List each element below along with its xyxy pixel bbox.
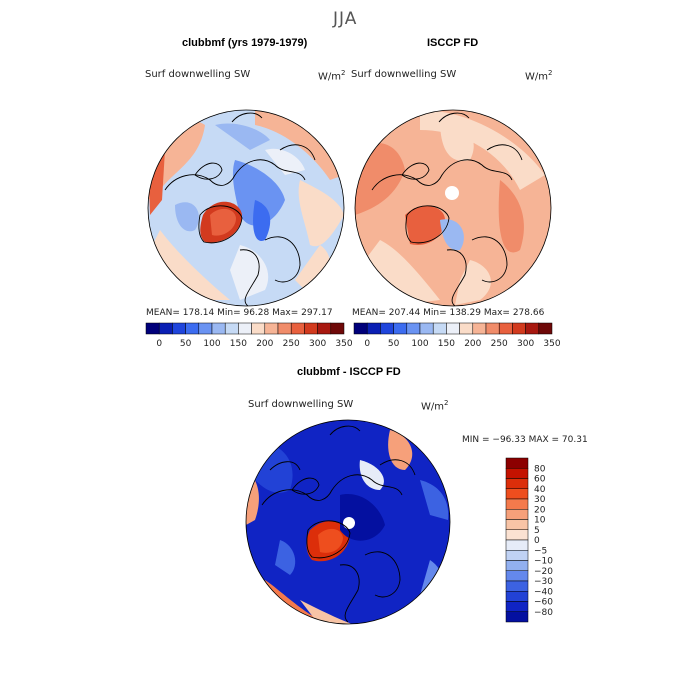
diff-units-label: W/m2 xyxy=(421,399,449,413)
colorbar-swatch xyxy=(505,488,529,500)
left-panel-title: clubbmf (yrs 1979-1979) xyxy=(182,37,308,49)
colorbar-swatch xyxy=(459,322,474,335)
colorbar-tick-label: −10 xyxy=(534,557,553,567)
colorbar-swatch xyxy=(238,322,252,335)
colorbar-swatch xyxy=(264,322,279,335)
right-stats: MEAN= 207.44 Min= 138.29 Max= 278.66 xyxy=(352,308,545,318)
right-units-label: W/m2 xyxy=(525,69,553,83)
diff-panel-title: clubbmf - ISCCP FD xyxy=(297,366,401,378)
colorbar-tick-label: −30 xyxy=(534,577,553,587)
left-variable-label: Surf downwelling SW xyxy=(145,69,251,80)
colorbar-swatch xyxy=(380,322,394,335)
left-coastlines xyxy=(164,112,316,306)
colorbar-tick-label: 250 xyxy=(283,339,300,349)
colorbar-swatch xyxy=(505,591,529,602)
colorbar-swatch xyxy=(505,550,529,561)
colorbar-swatch xyxy=(211,322,226,335)
colorbar-swatch xyxy=(485,322,500,335)
colorbar-swatch xyxy=(145,322,160,335)
colorbar-swatch xyxy=(317,322,332,335)
colorbar-swatch xyxy=(304,322,318,335)
diff-variable-label: Surf downwelling SW xyxy=(248,399,354,410)
colorbar-swatch xyxy=(393,322,408,335)
colorbar-swatch xyxy=(512,322,526,335)
diff-coastlines xyxy=(261,425,416,623)
left-colorbar: 0 50 100 150 200 250 300 350 xyxy=(145,322,353,349)
colorbar-tick-label: 20 xyxy=(534,505,546,515)
colorbar-swatch xyxy=(158,322,173,335)
colorbar-swatch xyxy=(505,457,529,469)
right-panel-title: ISCCP FD xyxy=(427,37,479,49)
colorbar-swatch xyxy=(472,322,487,335)
colorbar-swatch xyxy=(353,322,368,335)
colorbar-tick-label: 250 xyxy=(491,339,508,349)
colorbar-swatch xyxy=(330,322,345,335)
right-polar-map xyxy=(355,110,551,306)
colorbar-swatch xyxy=(251,322,266,335)
colorbar-swatch xyxy=(538,322,553,335)
colorbar-tick-label: −60 xyxy=(534,598,553,608)
colorbar-swatch xyxy=(277,322,292,335)
colorbar-tick-label: 300 xyxy=(517,339,534,349)
colorbar-swatch xyxy=(525,322,540,335)
colorbar-swatch xyxy=(505,529,529,541)
right-colorbar: 0 50 100 150 200 250 300 350 xyxy=(353,322,561,349)
colorbar-tick-label: −20 xyxy=(534,567,553,577)
colorbar-tick-label: 0 xyxy=(156,339,162,349)
left-polar-map xyxy=(148,110,344,306)
colorbar-tick-label: 200 xyxy=(256,339,273,349)
colorbar-tick-label: 300 xyxy=(309,339,326,349)
colorbar-swatch xyxy=(505,519,529,530)
colorbar-tick-label: −80 xyxy=(534,608,553,618)
colorbar-swatch xyxy=(290,322,305,335)
colorbar-swatch xyxy=(198,322,213,335)
colorbar-tick-label: 5 xyxy=(534,526,540,536)
colorbar-tick-label: 350 xyxy=(335,339,352,349)
colorbar-swatch xyxy=(419,322,434,335)
colorbar-tick-label: 150 xyxy=(230,339,247,349)
colorbar-swatch xyxy=(505,498,529,510)
colorbar-tick-label: 350 xyxy=(543,339,560,349)
colorbar-swatch xyxy=(505,539,529,551)
colorbar-swatch xyxy=(505,611,529,623)
left-units-label: W/m2 xyxy=(318,69,346,83)
colorbar-tick-label: 0 xyxy=(534,536,540,546)
colorbar-tick-label: 0 xyxy=(364,339,370,349)
colorbar-swatch xyxy=(224,322,239,335)
colorbar-tick-label: 60 xyxy=(534,475,546,485)
colorbar-tick-label: −40 xyxy=(534,587,553,597)
colorbar-swatch xyxy=(505,580,529,592)
colorbar-swatch xyxy=(505,601,529,612)
colorbar-tick-label: 200 xyxy=(464,339,481,349)
colorbar-tick-label: 100 xyxy=(203,339,220,349)
colorbar-swatch xyxy=(406,322,421,335)
colorbar-tick-label: 150 xyxy=(438,339,455,349)
diff-stats: MIN = −96.33 MAX = 70.31 xyxy=(462,435,588,445)
colorbar-tick-label: 10 xyxy=(534,516,546,526)
colorbar-tick-label: 50 xyxy=(180,339,192,349)
colorbar-swatch xyxy=(505,570,529,582)
colorbar-tick-label: −5 xyxy=(534,546,547,556)
colorbar-tick-label: 80 xyxy=(534,464,546,474)
right-variable-label: Surf downwelling SW xyxy=(351,69,457,80)
colorbar-swatch xyxy=(172,322,186,335)
colorbar-tick-label: 30 xyxy=(534,495,546,505)
figure-title: JJA xyxy=(333,9,358,29)
colorbar-swatch xyxy=(505,478,529,489)
colorbar-swatch xyxy=(505,560,529,571)
colorbar-swatch xyxy=(505,468,529,479)
colorbar-swatch xyxy=(446,322,460,335)
colorbar-tick-label: 50 xyxy=(388,339,400,349)
colorbar-tick-label: 40 xyxy=(534,485,546,495)
colorbar-swatch xyxy=(366,322,381,335)
colorbar-swatch xyxy=(498,322,513,335)
colorbar-swatch xyxy=(505,509,529,520)
left-stats: MEAN= 178.14 Min= 96.28 Max= 297.17 xyxy=(146,308,333,318)
colorbar-swatch xyxy=(185,322,200,335)
right-coastlines xyxy=(371,112,523,306)
colorbar-swatch xyxy=(432,322,447,335)
colorbar-tick-label: 100 xyxy=(411,339,428,349)
